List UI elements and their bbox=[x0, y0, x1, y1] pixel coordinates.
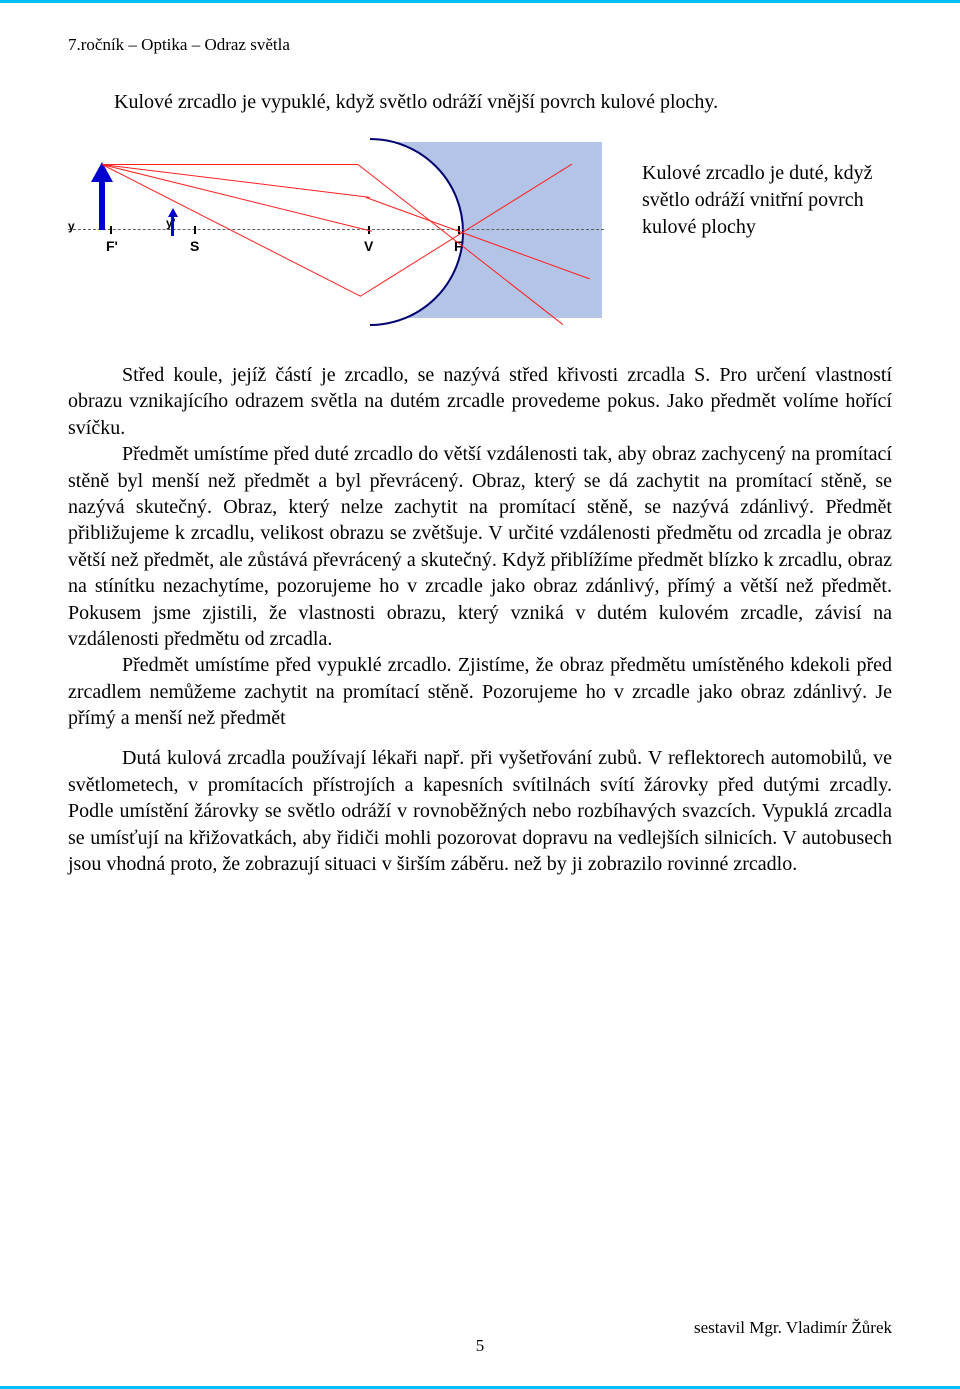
label-V: V bbox=[364, 238, 373, 254]
ray-parallel-in bbox=[102, 164, 358, 165]
tick-F-prime bbox=[110, 226, 112, 234]
figure-caption: Kulové zrcadlo je duté, když světlo odrá… bbox=[642, 130, 892, 241]
label-y: y bbox=[68, 219, 75, 233]
label-S: S bbox=[190, 238, 199, 254]
mirror-mask bbox=[276, 138, 370, 326]
optical-axis bbox=[68, 229, 604, 230]
body-paragraph-2: Dutá kulová zrcadla používají lékaři nap… bbox=[68, 745, 892, 877]
page-number: 5 bbox=[0, 1336, 960, 1356]
figure-row: F' S V F y y' Kulové bbox=[68, 130, 892, 334]
ray-diagram: F' S V F y y' bbox=[68, 130, 608, 334]
tick-S bbox=[194, 226, 196, 234]
label-F-prime: F' bbox=[106, 238, 118, 254]
object-arrow-icon bbox=[94, 162, 110, 230]
para1-seg2: Předmět umístíme před duté zrcadlo do vě… bbox=[68, 443, 892, 650]
para2-seg: Dutá kulová zrcadla používají lékaři nap… bbox=[68, 747, 892, 875]
para1-seg3: Předmět umístíme před vypuklé zrcadlo. Z… bbox=[68, 654, 892, 729]
para1-seg1: Střed koule, jejíž částí je zrcadlo, se … bbox=[68, 364, 892, 439]
intro-sentence: Kulové zrcadlo je vypuklé, když světlo o… bbox=[114, 89, 892, 116]
body-paragraph-1: Střed koule, jejíž částí je zrcadlo, se … bbox=[68, 362, 892, 731]
footer-author: sestavil Mgr. Vladimír Žůrek bbox=[694, 1318, 892, 1338]
page-header: 7.ročník – Optika – Odraz světla bbox=[68, 35, 892, 55]
page: 7.ročník – Optika – Odraz světla Kulové … bbox=[0, 0, 960, 1389]
